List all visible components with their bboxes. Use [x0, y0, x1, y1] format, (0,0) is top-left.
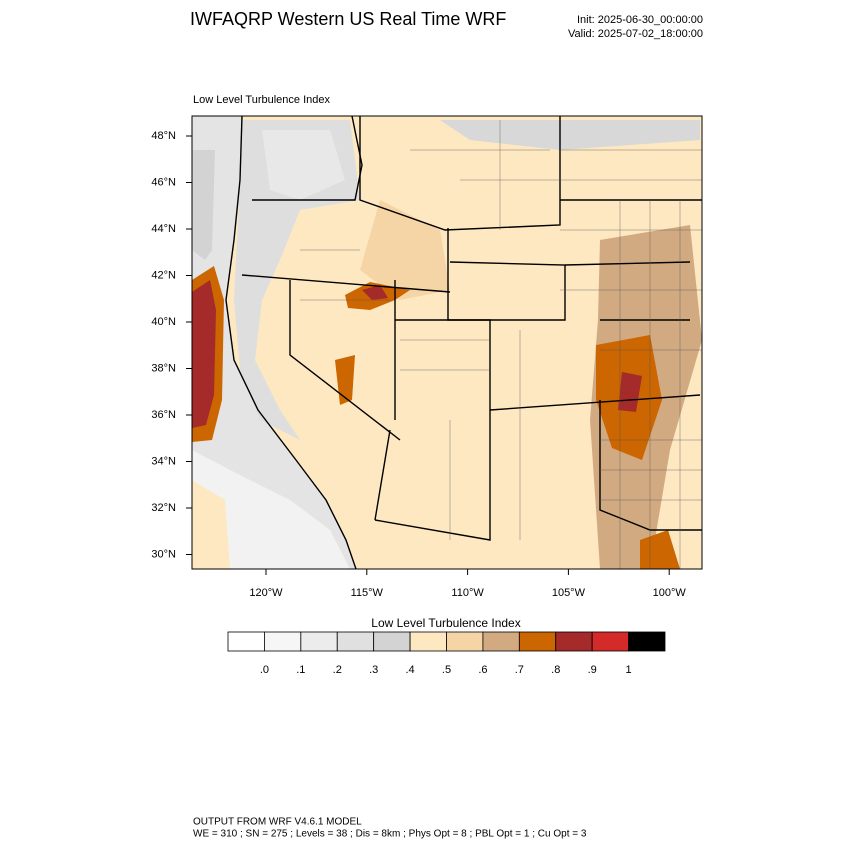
ocean-south [192, 450, 350, 569]
idaho-tan [360, 200, 450, 300]
lat-labels: 48°N 46°N 44°N 42°N 40°N 38°N 36°N 34°N 32°N 30°N [151, 130, 192, 560]
lat-label: 48°N [151, 130, 176, 142]
colorbar-box [264, 631, 302, 652]
lat-label: 38°N [151, 362, 176, 374]
coastline [225, 116, 357, 569]
colorbar-box [373, 631, 411, 652]
lon-label: 115°W [351, 587, 384, 599]
lat-label: 42°N [151, 269, 176, 281]
footer-line: WE = 310 ; SN = 275 ; Levels = 38 ; Dis … [193, 829, 587, 840]
ocean-red [192, 280, 216, 428]
colorbar-label: .6 [478, 664, 487, 676]
lat-label: 36°N [151, 409, 176, 421]
map-subtitle: Low Level Turbulence Index [193, 94, 330, 106]
lon-labels: 120°W 115°W 110°W 105°W 100°W [249, 569, 686, 599]
colorbar-box [628, 631, 666, 652]
colorbar-box [300, 631, 338, 652]
county-lines [300, 120, 702, 569]
colorbar-label: .5 [442, 664, 451, 676]
nevada-orange [335, 355, 355, 405]
idaho-red [362, 285, 388, 300]
colorbar: .0 .1 .2 .3 .4 .5 .6 .7 .8 .9 1 [227, 631, 666, 676]
colorbar-label: .7 [515, 664, 524, 676]
colorbar-label: .3 [369, 664, 378, 676]
footer-line: OUTPUT FROM WRF V4.6.1 MODEL [193, 817, 362, 828]
colorbar-box [591, 631, 629, 652]
colorbar-label: .9 [588, 664, 597, 676]
lat-label: 30°N [151, 548, 176, 560]
lon-label: 105°W [552, 587, 586, 599]
colorbar-label: .1 [296, 664, 305, 676]
colorbar-label: .8 [551, 664, 560, 676]
wa-gray [262, 130, 345, 200]
north-gray [440, 120, 700, 150]
lat-label: 44°N [151, 223, 176, 235]
title: IWFAQRP Western US Real Time WRF [190, 9, 506, 29]
colorbar-title: Low Level Turbulence Index [371, 616, 520, 630]
colorbar-label: 1 [626, 664, 632, 676]
lat-label: 32°N [151, 502, 176, 514]
init-time: Init: 2025-06-30_00:00:00 [577, 14, 703, 26]
lon-label: 100°W [653, 587, 687, 599]
map-frame [191, 115, 703, 570]
lon-label: 120°W [249, 587, 283, 599]
colorbar-box [446, 631, 484, 652]
colorbar-label: .4 [405, 664, 414, 676]
colorbar-box [227, 631, 265, 652]
colorbar-label: .0 [260, 664, 269, 676]
colorbar-label: .2 [333, 664, 342, 676]
lat-label: 34°N [151, 455, 176, 467]
ks-red [618, 372, 642, 412]
colorbar-box [482, 631, 520, 652]
ocean-tan [192, 480, 230, 569]
lon-label: 110°W [451, 587, 484, 599]
state-borders [241, 116, 702, 541]
ocean-darker [192, 150, 215, 260]
colorbar-box [555, 631, 593, 652]
valid-time: Valid: 2025-07-02_18:00:00 [568, 28, 703, 40]
lat-label: 40°N [151, 316, 176, 328]
colorbar-box [409, 631, 447, 652]
ocean [192, 116, 356, 569]
lat-label: 46°N [151, 176, 176, 188]
map: 48°N 46°N 44°N 42°N 40°N 38°N 36°N 34°N 32°N 30°N… [151, 115, 703, 599]
colorbar-box [518, 631, 557, 652]
colorbar-box [336, 631, 375, 652]
